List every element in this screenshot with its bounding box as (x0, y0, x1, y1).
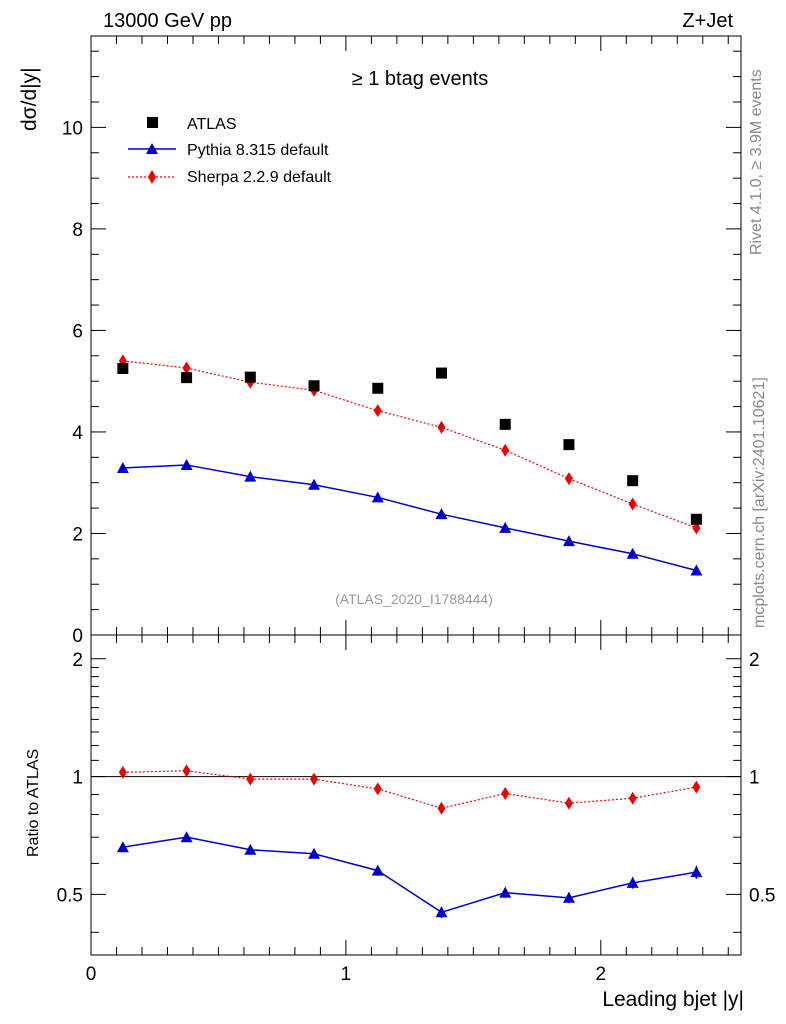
header-process-label: Z+Jet (682, 10, 733, 32)
sherpa-point (437, 420, 446, 434)
sherpa-ratio-point (501, 787, 510, 801)
main-y-tick-label: 0 (72, 626, 83, 647)
pythia-point (244, 470, 257, 482)
x-tick-label: 1 (341, 964, 352, 985)
sherpa-point (373, 404, 382, 418)
ratio-axis-ticks: 0.5 0.5 1 1 2 2 0 1 2 (57, 635, 775, 985)
ratio-plot-frame (90, 634, 742, 956)
ratio-y-tick-label-left: 0.5 (57, 885, 83, 906)
legend-sherpa-marker (148, 170, 156, 184)
main-axis-ticks: 0 2 4 6 8 10 (62, 36, 741, 647)
atlas-point (372, 382, 384, 394)
sherpa-point (182, 361, 191, 375)
pythia-ratio-point (308, 847, 321, 859)
sherpa-point (628, 497, 637, 511)
main-y-tick-label: 6 (72, 321, 83, 342)
x-tick-label: 0 (86, 964, 97, 985)
pythia-point (435, 508, 448, 520)
pythia-point (499, 521, 512, 533)
main-y-tick-label: 8 (72, 220, 83, 241)
ratio-y-tick-label-right: 1 (749, 768, 760, 789)
pythia-ratio-line (122, 836, 697, 914)
atlas-point (627, 475, 639, 487)
sherpa-ratio-line (122, 770, 697, 809)
atlas-point (690, 513, 702, 525)
pythia-line (122, 464, 697, 572)
ratio-plot-series (116, 764, 703, 919)
pythia-point (626, 547, 639, 559)
sherpa-ratio-point (182, 764, 191, 778)
ratio-y-tick-label-left: 1 (72, 768, 83, 789)
legend: ATLAS Pythia 8.315 default Sherpa 2.2.9 … (128, 116, 332, 186)
atlas-point (499, 418, 511, 430)
sherpa-point (501, 443, 510, 457)
sherpa-ratio-point (564, 796, 573, 810)
ratio-y-axis-label: Ratio to ATLAS (25, 749, 42, 857)
atlas-point (308, 380, 320, 392)
pythia-point (562, 535, 575, 547)
sherpa-ratio-point (628, 791, 637, 805)
pythia-ratio-point (562, 891, 575, 903)
main-plot-title: ≥ 1 btag events (352, 68, 489, 90)
main-y-tick-label: 10 (62, 118, 83, 139)
sherpa-ratio-point (246, 772, 255, 786)
atlas-point (563, 439, 575, 451)
atlas-point (181, 372, 193, 384)
header-energy-label: 13000 GeV pp (103, 10, 232, 32)
legend-pythia-marker (146, 143, 158, 154)
pythia-ratio-point (371, 864, 384, 876)
pythia-point (116, 461, 129, 473)
pythia-ratio-point (435, 906, 448, 918)
pythia-ratio-point (499, 886, 512, 898)
main-plot-series (116, 354, 703, 576)
x-tick-label: 2 (596, 964, 607, 985)
legend-atlas-label: ATLAS (187, 116, 237, 133)
legend-atlas-marker (147, 117, 158, 128)
pythia-ratio-point (690, 866, 703, 878)
pythia-point (690, 564, 703, 576)
atlas-point (244, 371, 256, 383)
pythia-point (371, 491, 384, 503)
atlas-point (117, 362, 129, 374)
ratio-y-tick-label-right: 2 (749, 650, 760, 671)
analysis-watermark: (ATLAS_2020_I1788444) (335, 591, 493, 607)
legend-sherpa-label: Sherpa 2.2.9 default (187, 169, 332, 186)
pythia-ratio-point (116, 841, 129, 853)
mcplots-label: mcplots.cern.ch [arXiv:2401.10621] (751, 377, 768, 628)
pythia-point (308, 478, 321, 490)
main-y-axis-label: dσ/d|y| (18, 67, 41, 131)
sherpa-point (564, 472, 573, 486)
sherpa-ratio-point (118, 765, 127, 779)
main-y-tick-label: 4 (72, 423, 83, 444)
pythia-ratio-point (626, 876, 639, 888)
pythia-ratio-point (180, 831, 193, 843)
rivet-version-label: Rivet 4.1.0, ≥ 3.9M events (748, 69, 765, 255)
pythia-ratio-point (244, 843, 257, 855)
main-y-tick-label: 2 (72, 524, 83, 545)
ratio-y-tick-label-left: 2 (72, 650, 83, 671)
pythia-point (180, 458, 193, 470)
sherpa-line (122, 360, 697, 529)
sherpa-ratio-point (373, 782, 382, 796)
sherpa-ratio-point (692, 780, 701, 794)
sherpa-ratio-point (310, 772, 319, 786)
sherpa-ratio-point (437, 801, 446, 815)
ratio-y-tick-label-right: 0.5 (749, 885, 775, 906)
legend-pythia-label: Pythia 8.315 default (187, 142, 329, 159)
x-axis-label: Leading bjet |y| (602, 988, 744, 1011)
atlas-point (435, 367, 447, 379)
